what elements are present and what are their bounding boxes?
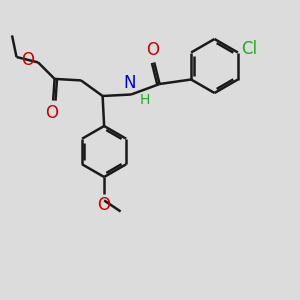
Text: Cl: Cl <box>242 40 258 58</box>
Text: N: N <box>123 74 136 92</box>
Text: O: O <box>22 51 34 69</box>
Text: H: H <box>140 93 150 107</box>
Text: O: O <box>98 196 111 214</box>
Text: O: O <box>45 104 58 122</box>
Text: O: O <box>146 41 159 59</box>
